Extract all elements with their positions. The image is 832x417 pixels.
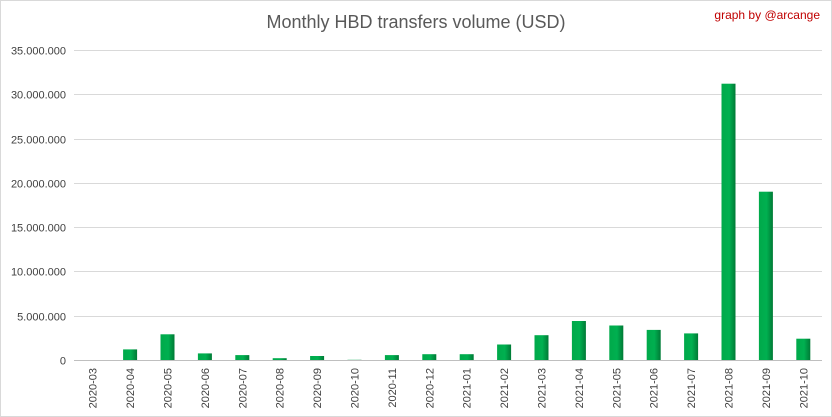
bar xyxy=(684,333,699,360)
x-tick-label: 2020-03 xyxy=(88,368,100,408)
x-tick-label: 2020-05 xyxy=(163,368,175,408)
bar xyxy=(123,349,138,360)
x-tick-label: 2020-09 xyxy=(312,368,324,408)
y-tick-label: 25.000.000 xyxy=(11,135,66,147)
bar xyxy=(160,334,175,360)
x-tick-label: 2021-05 xyxy=(611,368,623,408)
y-axis-ticks: 0 5.000.000 10.000.000 15.000.000 20.000.000… xyxy=(11,46,66,368)
bar xyxy=(422,354,437,360)
x-tick-label: 2021-09 xyxy=(761,368,773,408)
bar xyxy=(758,191,773,360)
bar xyxy=(459,354,474,360)
y-tick-label: 35.000.000 xyxy=(11,46,66,58)
x-tick-label: 2021-07 xyxy=(686,368,698,408)
x-tick-label: 2020-10 xyxy=(350,368,362,408)
grid-lines xyxy=(74,50,822,361)
bar xyxy=(497,344,512,360)
x-tick-label: 2020-07 xyxy=(237,368,249,408)
bar xyxy=(272,358,287,360)
x-tick-label: 2021-08 xyxy=(724,368,736,408)
y-tick-label: 30.000.000 xyxy=(11,90,66,102)
bar xyxy=(534,335,549,360)
chart-title: Monthly HBD transfers volume (USD) xyxy=(266,12,566,32)
y-tick-label: 5.000.000 xyxy=(17,312,66,324)
x-tick-label: 2021-06 xyxy=(649,368,661,408)
x-tick-label: 2020-08 xyxy=(275,368,287,408)
bar xyxy=(235,355,250,360)
y-tick-label: 10.000.000 xyxy=(11,267,66,279)
bar xyxy=(310,356,325,360)
x-axis-ticks: 2020-03 2020-04 2020-05 2020-06 2020-07 2020-… xyxy=(88,368,811,408)
y-tick-label: 0 xyxy=(60,356,66,368)
bar xyxy=(796,338,811,360)
x-tick-label: 2020-12 xyxy=(424,368,436,408)
bar xyxy=(721,83,736,360)
bars xyxy=(123,83,811,360)
x-tick-label: 2021-03 xyxy=(537,368,549,408)
y-tick-label: 20.000.000 xyxy=(11,179,66,191)
x-tick-label: 2020-06 xyxy=(200,368,212,408)
x-tick-label: 2021-04 xyxy=(574,368,586,408)
y-tick-label: 15.000.000 xyxy=(11,223,66,235)
chart-credit: graph by @arcange xyxy=(714,8,820,22)
x-tick-label: 2021-02 xyxy=(499,368,511,408)
bar xyxy=(384,355,399,360)
x-tick-label: 2021-10 xyxy=(798,368,810,408)
bar xyxy=(571,321,586,360)
bar xyxy=(646,329,661,360)
bar xyxy=(197,353,212,360)
x-tick-label: 2020-11 xyxy=(387,368,399,408)
x-tick-label: 2020-04 xyxy=(125,368,137,408)
x-tick-label: 2021-01 xyxy=(462,368,474,408)
bar xyxy=(609,325,624,360)
